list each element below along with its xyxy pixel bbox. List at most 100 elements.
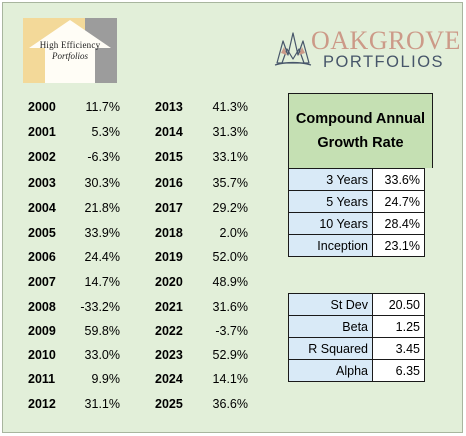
year-label: 2009 xyxy=(28,324,56,338)
return-value: 30.3% xyxy=(84,176,120,190)
year-label: 2024 xyxy=(155,372,183,386)
year-label: 2014 xyxy=(155,125,183,139)
return-row-2013: 2013 41.3% xyxy=(155,97,248,117)
year-label: 2006 xyxy=(28,250,56,264)
return-value: 48.9% xyxy=(212,275,248,289)
year-label: 2005 xyxy=(28,226,56,240)
crown-tree-icon xyxy=(274,32,312,66)
cagr-value: 23.1% xyxy=(372,234,425,257)
return-value: 31.3% xyxy=(212,125,248,139)
return-row-2016: 2016 35.7% xyxy=(155,173,248,193)
return-value: 5.3% xyxy=(91,125,121,139)
cagr-value: 24.7% xyxy=(372,190,425,213)
return-row-2024: 2024 14.1% xyxy=(155,369,248,389)
return-value: 9.9% xyxy=(91,372,121,386)
return-value: 41.3% xyxy=(212,100,248,114)
return-row-2012: 2012 31.1% xyxy=(28,394,120,414)
year-label: 2003 xyxy=(28,176,56,190)
return-row-2008: 2008 -33.2% xyxy=(28,297,120,317)
return-row-2010: 2010 33.0% xyxy=(28,345,120,365)
stats-table: St Dev 20.50 Beta 1.25 R Squared 3.45 Al… xyxy=(288,293,425,382)
year-label: 2010 xyxy=(28,348,56,362)
stats-row-st-dev: St Dev 20.50 xyxy=(288,293,425,316)
stat-value: 20.50 xyxy=(372,293,425,316)
return-row-2020: 2020 48.9% xyxy=(155,272,248,292)
year-label: 2011 xyxy=(28,372,56,386)
stat-value: 3.45 xyxy=(372,337,425,360)
cagr-value: 28.4% xyxy=(372,212,425,235)
stat-label: St Dev xyxy=(288,293,373,316)
return-row-2003: 2003 30.3% xyxy=(28,173,120,193)
return-value: 14.7% xyxy=(84,275,120,289)
return-value: -33.2% xyxy=(80,300,120,314)
arrow-house-icon xyxy=(29,20,111,83)
stats-row-beta: Beta 1.25 xyxy=(288,315,425,338)
performance-panel: High Efficiency Portfolios OAKGROVE PORT… xyxy=(2,2,463,433)
return-value: 24.4% xyxy=(84,250,120,264)
return-row-2022: 2022 -3.7% xyxy=(155,321,248,341)
logo-text-portfolios: Portfolios xyxy=(51,51,88,61)
return-value: 2.0% xyxy=(219,226,249,240)
year-label: 2004 xyxy=(28,201,56,215)
return-row-2000: 2000 11.7% xyxy=(28,97,120,117)
return-row-2007: 2007 14.7% xyxy=(28,272,120,292)
cagr-label: 3 Years xyxy=(288,168,373,191)
year-label: 2018 xyxy=(155,226,183,240)
return-value: 33.9% xyxy=(84,226,120,240)
return-row-2019: 2019 52.0% xyxy=(155,247,248,267)
return-row-2014: 2014 31.3% xyxy=(155,122,248,142)
cagr-row-5-years: 5 Years 24.7% xyxy=(288,190,425,213)
return-row-2018: 2018 2.0% xyxy=(155,223,248,243)
stats-row-alpha: Alpha 6.35 xyxy=(288,359,425,382)
return-row-2001: 2001 5.3% xyxy=(28,122,120,142)
return-value: 35.7% xyxy=(212,176,248,190)
return-row-2015: 2015 33.1% xyxy=(155,147,248,167)
year-label: 2022 xyxy=(155,324,183,338)
return-value: 36.6% xyxy=(212,397,248,411)
cagr-row-inception: Inception 23.1% xyxy=(288,234,425,257)
year-label: 2019 xyxy=(155,250,183,264)
return-row-2009: 2009 59.8% xyxy=(28,321,120,341)
return-value: 59.8% xyxy=(84,324,120,338)
return-value: 21.8% xyxy=(84,201,120,215)
year-label: 2025 xyxy=(155,397,183,411)
return-value: 11.7% xyxy=(85,100,120,114)
return-row-2011: 2011 9.9% xyxy=(28,369,120,389)
year-label: 2008 xyxy=(28,300,56,314)
year-label: 2007 xyxy=(28,275,56,289)
return-row-2002: 2002 -6.3% xyxy=(28,147,120,167)
cagr-label: 10 Years xyxy=(288,212,373,235)
year-label: 2013 xyxy=(155,100,183,114)
oakgrove-logo: OAKGROVE PORTFOLIOS xyxy=(271,25,460,75)
cagr-row-10-years: 10 Years 28.4% xyxy=(288,212,425,235)
return-value: 31.6% xyxy=(212,300,248,314)
stats-row-r-squared: R Squared 3.45 xyxy=(288,337,425,360)
return-row-2004: 2004 21.8% xyxy=(28,198,120,218)
cagr-label: Inception xyxy=(288,234,373,257)
stat-label: R Squared xyxy=(288,337,373,360)
return-value: 33.1% xyxy=(212,150,248,164)
year-label: 2017 xyxy=(155,201,183,215)
return-value: 31.1% xyxy=(84,397,120,411)
return-row-2005: 2005 33.9% xyxy=(28,223,120,243)
year-label: 2020 xyxy=(155,275,183,289)
stat-label: Alpha xyxy=(288,359,373,382)
cagr-title-line2: Growth Rate xyxy=(317,135,404,151)
logo-text-oakgrove: OAKGROVE xyxy=(311,26,461,55)
stat-label: Beta xyxy=(288,315,373,338)
return-row-2021: 2021 31.6% xyxy=(155,297,248,317)
return-row-2023: 2023 52.9% xyxy=(155,345,248,365)
year-label: 2021 xyxy=(155,300,183,314)
stat-value: 6.35 xyxy=(372,359,425,382)
return-row-2006: 2006 24.4% xyxy=(28,247,120,267)
logo-text-oak-portfolios: PORTFOLIOS xyxy=(323,53,445,71)
year-label: 2023 xyxy=(155,348,183,362)
cagr-header: Compound Annual Growth Rate xyxy=(288,93,433,168)
cagr-value: 33.6% xyxy=(372,168,425,191)
cagr-table: 3 Years 33.6% 5 Years 24.7% 10 Years 28.… xyxy=(288,168,425,257)
year-label: 2000 xyxy=(28,100,56,114)
year-label: 2002 xyxy=(28,150,56,164)
cagr-title-line1: Compound Annual xyxy=(295,111,426,127)
year-label: 2015 xyxy=(155,150,183,164)
cagr-row-3-years: 3 Years 33.6% xyxy=(288,168,425,191)
